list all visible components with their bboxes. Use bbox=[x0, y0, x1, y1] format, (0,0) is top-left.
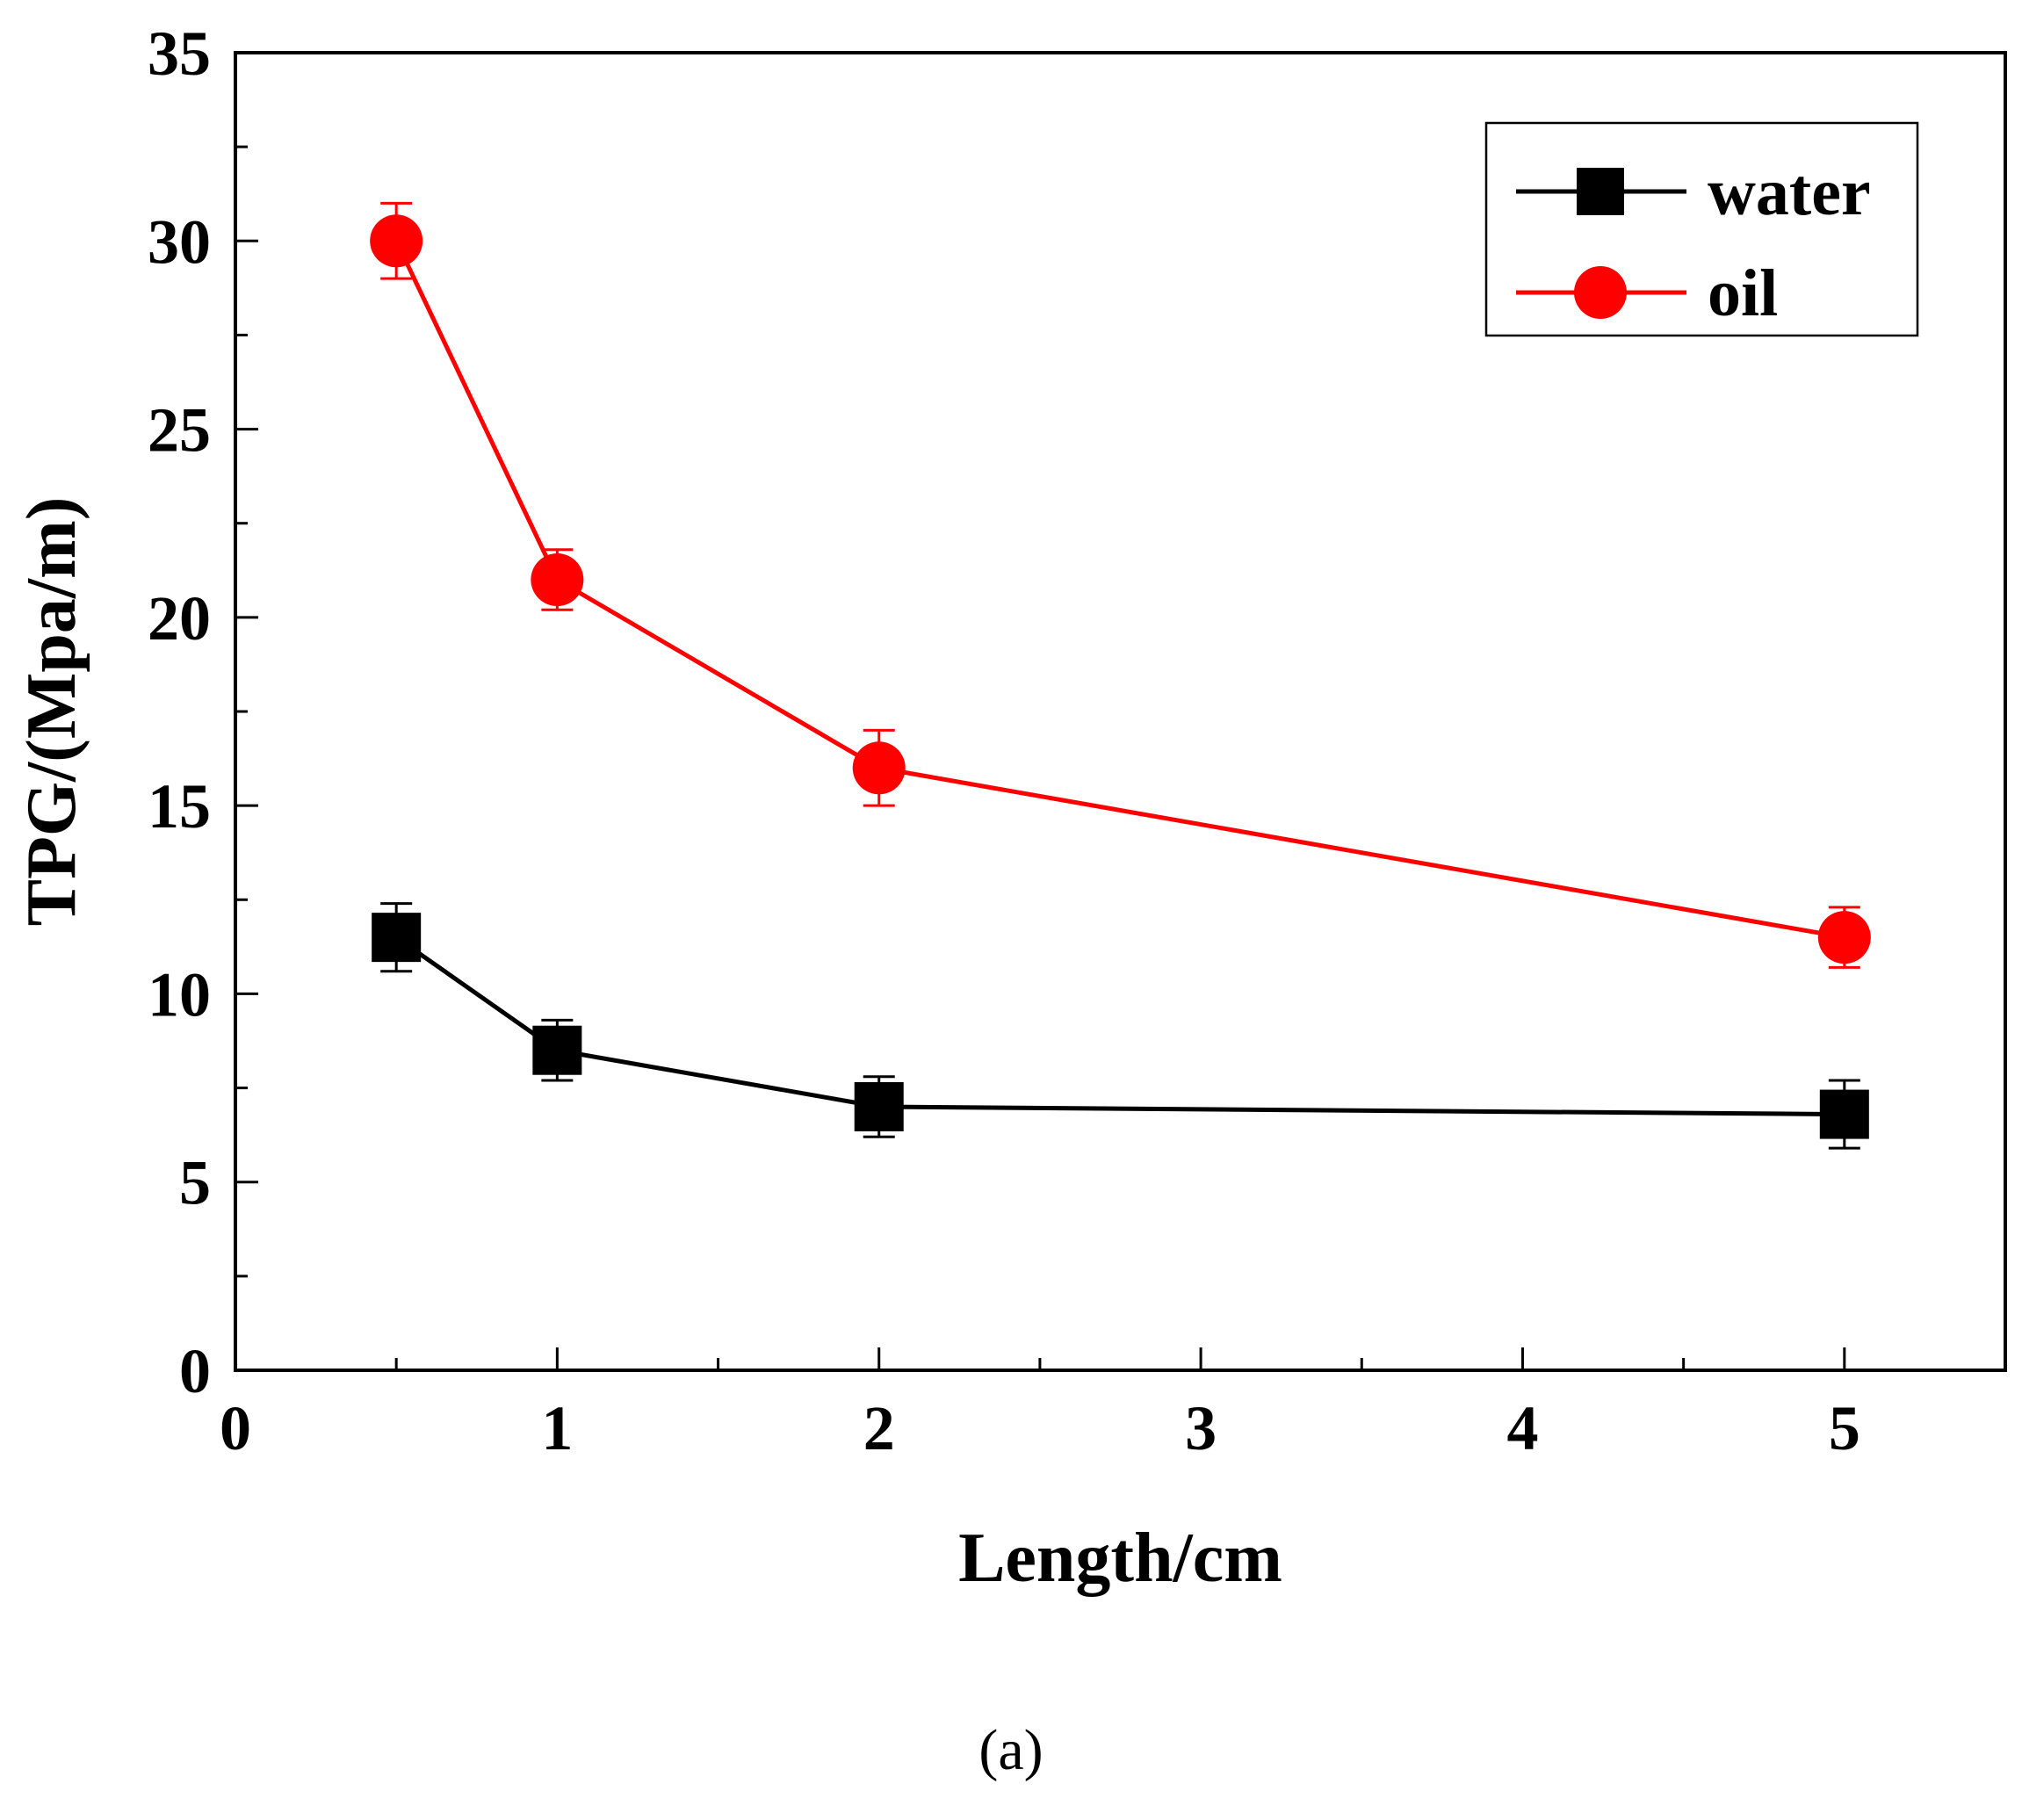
y-tick-label: 0 bbox=[179, 1336, 211, 1406]
x-tick-label: 2 bbox=[863, 1393, 895, 1463]
legend-marker-water bbox=[1577, 168, 1624, 215]
legend-entry-water: water bbox=[1516, 155, 1871, 229]
data-point-water bbox=[532, 1025, 582, 1075]
y-tick-label: 35 bbox=[148, 18, 211, 89]
data-point-oil bbox=[370, 214, 423, 268]
data-point-water bbox=[372, 913, 422, 963]
data-point-water bbox=[854, 1082, 904, 1131]
y-tick-label: 25 bbox=[148, 395, 211, 466]
x-tick-label: 1 bbox=[541, 1393, 573, 1463]
y-tick-label: 15 bbox=[148, 771, 211, 841]
legend-box bbox=[1484, 121, 1919, 337]
series-line-water bbox=[394, 935, 1845, 1117]
x-tick-label: 5 bbox=[1829, 1393, 1860, 1463]
x-tick-label: 3 bbox=[1185, 1393, 1217, 1463]
y-axis-label: TPG/(Mpa/m) bbox=[13, 497, 90, 927]
legend-entry-oil: oil bbox=[1516, 256, 1778, 330]
data-point-oil bbox=[852, 741, 906, 795]
legend: water oil bbox=[1484, 121, 1919, 337]
data-point-oil bbox=[1817, 911, 1871, 964]
y-tick-label: 30 bbox=[148, 206, 211, 277]
legend-label-water: water bbox=[1708, 155, 1871, 229]
legend-label-oil: oil bbox=[1708, 256, 1778, 330]
y-tick-label: 5 bbox=[179, 1148, 211, 1218]
x-axis-label: Length/cm bbox=[958, 1520, 1282, 1597]
legend-marker-oil bbox=[1574, 266, 1627, 319]
x-tick-label: 4 bbox=[1506, 1393, 1538, 1463]
y-tick-label: 20 bbox=[148, 583, 211, 654]
data-point-water bbox=[1819, 1089, 1869, 1139]
series-layer bbox=[370, 201, 1871, 1150]
tick-layer: 0 5 10 15 20 25 30 35 0 1 2 3 4 5 bbox=[148, 18, 1860, 1463]
series-line-oil bbox=[394, 240, 1845, 940]
plot-frame bbox=[234, 51, 2007, 1372]
figure-caption: (a) bbox=[979, 1718, 1043, 1782]
y-tick-label: 10 bbox=[148, 959, 211, 1029]
data-point-oil bbox=[531, 553, 584, 606]
minor-ticks bbox=[235, 145, 1686, 1370]
x-tick-label: 0 bbox=[220, 1393, 251, 1463]
